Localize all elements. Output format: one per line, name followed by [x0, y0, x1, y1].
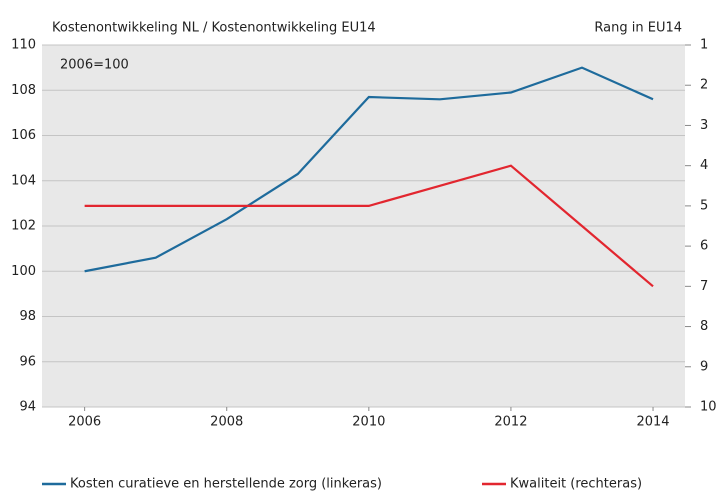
x-tick-label: 2006 [68, 415, 101, 430]
line-series [84, 66, 654, 273]
x-tick-label: 2014 [636, 415, 669, 430]
y2-tick-label: 8 [700, 319, 708, 334]
x-tick-label: 2012 [494, 415, 527, 430]
y2-tick-label: 7 [700, 279, 708, 294]
line-series [84, 164, 654, 288]
y2-tick-label: 9 [700, 359, 708, 374]
legend-label: Kosten curatieve en herstellende zorg (l… [70, 477, 382, 492]
y-tick-label: 100 [11, 264, 36, 279]
legend-label: Kwaliteit (rechteras) [510, 477, 642, 492]
y2-title: Rang in EU14 [594, 21, 682, 36]
y2-tick-label: 1 [700, 38, 708, 53]
chart-title: Kostenontwikkeling NL / Kostenontwikkeli… [52, 21, 376, 36]
x-tick-label: 2008 [210, 415, 243, 430]
y-tick-label: 102 [11, 219, 36, 234]
x-tick-label: 2010 [352, 415, 385, 430]
y2-tick-label: 4 [700, 158, 708, 173]
y2-tick-label: 10 [700, 400, 717, 415]
y-tick-label: 94 [19, 400, 36, 415]
y-tick-label: 106 [11, 128, 36, 143]
y2-tick-label: 3 [700, 118, 708, 133]
y2-tick-label: 2 [700, 78, 708, 93]
y2-tick-label: 6 [700, 239, 708, 254]
y-tick-label: 108 [11, 83, 36, 98]
annotation: 2006=100 [60, 58, 129, 73]
y-tick-label: 96 [19, 354, 36, 369]
y-tick-label: 110 [11, 38, 36, 53]
y-tick-label: 98 [19, 309, 36, 324]
y2-tick-label: 5 [700, 198, 708, 213]
y-tick-label: 104 [11, 173, 36, 188]
